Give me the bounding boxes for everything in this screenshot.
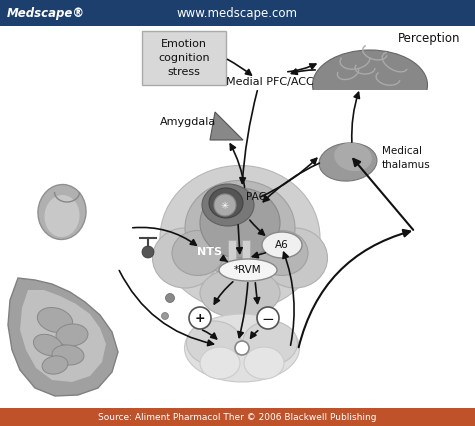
Circle shape xyxy=(142,246,154,258)
Bar xyxy=(228,240,236,262)
Text: Perception: Perception xyxy=(398,32,460,45)
Text: PAG: PAG xyxy=(246,192,267,202)
Circle shape xyxy=(189,307,211,329)
Text: +: + xyxy=(195,313,205,325)
Ellipse shape xyxy=(202,184,254,226)
Circle shape xyxy=(214,194,236,216)
Ellipse shape xyxy=(172,230,224,276)
Text: Emotion
cognition
stress: Emotion cognition stress xyxy=(158,39,210,77)
Ellipse shape xyxy=(209,188,243,218)
Ellipse shape xyxy=(243,321,297,365)
Ellipse shape xyxy=(160,165,320,311)
Bar xyxy=(242,240,250,262)
Ellipse shape xyxy=(200,347,240,379)
Text: www.medscape.com: www.medscape.com xyxy=(177,6,297,20)
Ellipse shape xyxy=(52,345,84,365)
Ellipse shape xyxy=(184,314,300,382)
Ellipse shape xyxy=(256,230,308,276)
Text: Medial PFC/ACC: Medial PFC/ACC xyxy=(226,77,314,87)
Ellipse shape xyxy=(334,143,372,171)
Bar xyxy=(305,90,435,135)
Ellipse shape xyxy=(187,321,241,365)
FancyBboxPatch shape xyxy=(142,31,226,85)
Ellipse shape xyxy=(219,259,277,281)
Ellipse shape xyxy=(200,268,280,318)
Bar xyxy=(0,0,475,26)
Ellipse shape xyxy=(200,188,280,258)
Text: ✳: ✳ xyxy=(221,201,229,211)
Polygon shape xyxy=(210,112,243,140)
Polygon shape xyxy=(8,278,118,396)
Ellipse shape xyxy=(319,143,377,181)
Polygon shape xyxy=(20,290,106,382)
Ellipse shape xyxy=(263,228,327,288)
Circle shape xyxy=(165,294,174,302)
Ellipse shape xyxy=(152,228,218,288)
Text: Medical
thalamus: Medical thalamus xyxy=(382,147,431,170)
Ellipse shape xyxy=(262,232,302,258)
Ellipse shape xyxy=(313,50,428,120)
Ellipse shape xyxy=(42,356,68,374)
Ellipse shape xyxy=(185,181,295,276)
Circle shape xyxy=(162,313,169,320)
Text: Medscape®: Medscape® xyxy=(7,6,85,20)
Text: *RVM: *RVM xyxy=(234,265,262,275)
Bar xyxy=(0,408,475,426)
Text: A6: A6 xyxy=(275,240,289,250)
Ellipse shape xyxy=(38,184,86,239)
Ellipse shape xyxy=(56,324,88,346)
Circle shape xyxy=(235,341,249,355)
Text: Source: Aliment Pharmacol Ther © 2006 Blackwell Publishing: Source: Aliment Pharmacol Ther © 2006 Bl… xyxy=(98,412,376,421)
Ellipse shape xyxy=(34,334,63,356)
Text: −: − xyxy=(262,311,275,326)
Ellipse shape xyxy=(38,308,73,332)
Text: Amygdala: Amygdala xyxy=(160,117,216,127)
Circle shape xyxy=(257,307,279,329)
Ellipse shape xyxy=(45,195,79,237)
Text: NTS: NTS xyxy=(198,247,222,257)
Ellipse shape xyxy=(244,347,284,379)
